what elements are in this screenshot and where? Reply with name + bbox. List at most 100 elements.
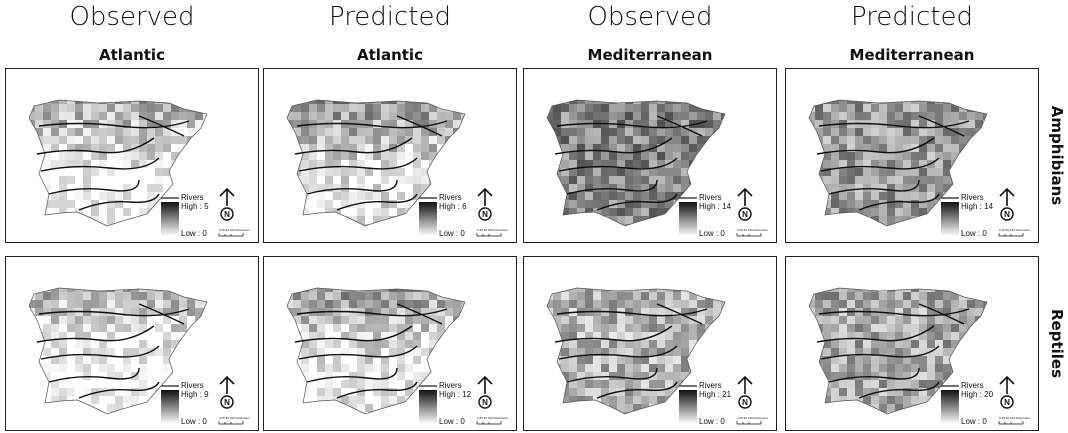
grid-cell	[577, 316, 585, 324]
grid-cell	[697, 112, 705, 120]
grid-cell	[445, 300, 453, 308]
grid-cell	[839, 192, 847, 200]
grid-cell	[139, 364, 147, 372]
grid-cell	[389, 152, 397, 160]
grid-cell	[879, 112, 887, 120]
grid-cell	[585, 200, 593, 208]
grid-cell	[421, 340, 429, 348]
grid-cell	[59, 380, 67, 388]
grid-cell	[617, 324, 625, 332]
grid-cell	[301, 160, 309, 168]
grid-cell	[919, 184, 927, 192]
grid-cell	[927, 332, 935, 340]
grid-cell	[649, 292, 657, 300]
grid-cell	[107, 380, 115, 388]
legend-low: Low : 0	[961, 417, 987, 426]
grid-cell	[887, 120, 895, 128]
grid-cell	[895, 144, 903, 152]
grid-cell	[325, 356, 333, 364]
north-label: N	[224, 398, 230, 407]
grid-cell	[163, 340, 171, 348]
grid-cell	[935, 104, 943, 112]
grid-cell	[35, 300, 43, 308]
map-panel: RiversHigh : 9Low : 0N0 25 50 100 Kilome…	[6, 257, 259, 431]
grid-cell	[863, 324, 871, 332]
grid-cell	[91, 184, 99, 192]
grid-cell	[413, 176, 421, 184]
grid-cell	[421, 364, 429, 372]
grid-cell	[863, 168, 871, 176]
grid-cell	[115, 380, 123, 388]
grid-cell	[83, 192, 91, 200]
grid-cell	[673, 324, 681, 332]
grid-cell	[649, 152, 657, 160]
grid-cell	[349, 168, 357, 176]
grid-cell	[871, 380, 879, 388]
grid-cell	[673, 168, 681, 176]
grid-cell	[437, 300, 445, 308]
grid-cell	[83, 176, 91, 184]
grid-cell	[887, 136, 895, 144]
grid-cell	[333, 380, 341, 388]
grid-cell	[911, 324, 919, 332]
grid-cell	[333, 356, 341, 364]
grid-cell	[641, 300, 649, 308]
grid-cell	[641, 396, 649, 404]
grid-cell	[397, 192, 405, 200]
grid-cell	[943, 160, 951, 168]
grid-cell	[871, 128, 879, 136]
grid-cell	[317, 192, 325, 200]
grid-cell	[325, 316, 333, 324]
grid-cell	[855, 316, 863, 324]
grid-cell	[911, 128, 919, 136]
grid-cell	[405, 364, 413, 372]
grid-cell	[831, 292, 839, 300]
grid-cell	[649, 112, 657, 120]
grid-cell	[887, 216, 895, 224]
grid-cell	[365, 136, 373, 144]
grid-cell	[585, 340, 593, 348]
grid-cell	[317, 380, 325, 388]
grid-cell	[67, 356, 75, 364]
grid-cell	[919, 176, 927, 184]
grid-cell	[935, 136, 943, 144]
grid-cell	[107, 160, 115, 168]
grid-cell	[823, 316, 831, 324]
grid-cell	[115, 136, 123, 144]
grid-cell	[569, 152, 577, 160]
grid-cell	[91, 292, 99, 300]
grid-cell	[911, 136, 919, 144]
grid-cell	[617, 136, 625, 144]
grid-cell	[107, 216, 115, 224]
grid-cell	[895, 396, 903, 404]
grid-cell	[617, 104, 625, 112]
grid-cell	[357, 208, 365, 216]
grid-cell	[561, 324, 569, 332]
grid-cell	[381, 152, 389, 160]
grid-cell	[553, 120, 561, 128]
grid-cell	[373, 176, 381, 184]
grid-cell	[67, 292, 75, 300]
grid-cell	[59, 292, 67, 300]
north-label: N	[224, 210, 230, 219]
grid-cell	[75, 184, 83, 192]
legend-gradient	[679, 202, 697, 236]
grid-cell	[951, 112, 959, 120]
grid-cell	[593, 152, 601, 160]
grid-cell	[569, 200, 577, 208]
grid-cell	[831, 176, 839, 184]
grid-cell	[879, 104, 887, 112]
grid-cell	[831, 372, 839, 380]
grid-cell	[325, 364, 333, 372]
grid-cell	[381, 128, 389, 136]
grid-cell	[831, 324, 839, 332]
grid-cell	[593, 340, 601, 348]
legend-rivers: Rivers	[961, 381, 984, 390]
grid-cell	[871, 192, 879, 200]
grid-cell	[943, 136, 951, 144]
grid-cell	[641, 152, 649, 160]
grid-cell	[341, 176, 349, 184]
grid-cell	[633, 112, 641, 120]
grid-cell	[633, 144, 641, 152]
grid-cell	[293, 308, 301, 316]
